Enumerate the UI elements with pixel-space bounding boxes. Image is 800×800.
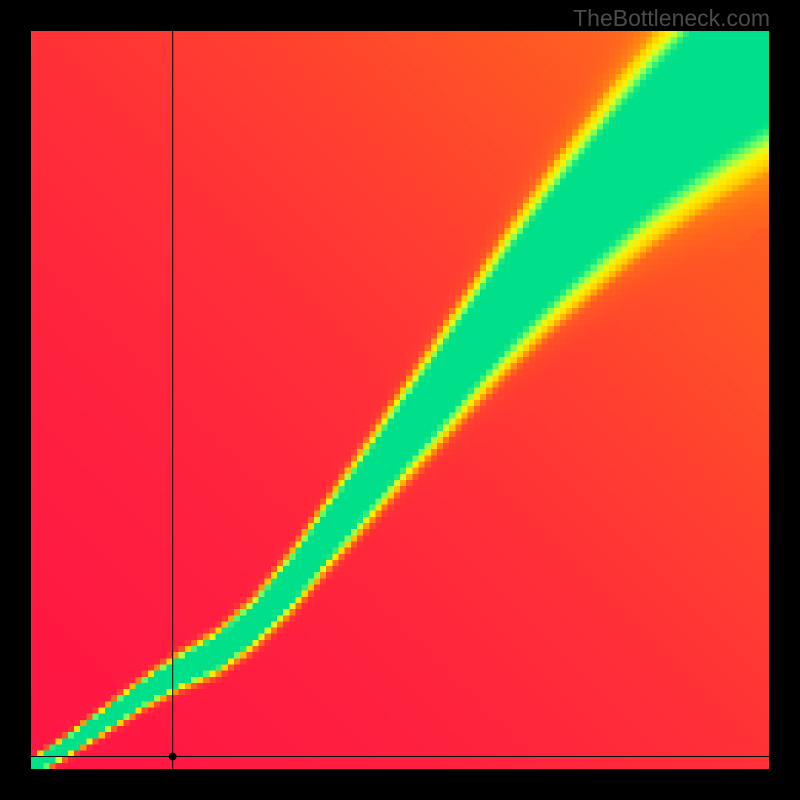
chart-container: TheBottleneck.com [0, 0, 800, 800]
watermark-text: TheBottleneck.com [573, 5, 770, 32]
bottleneck-heatmap [31, 31, 769, 769]
